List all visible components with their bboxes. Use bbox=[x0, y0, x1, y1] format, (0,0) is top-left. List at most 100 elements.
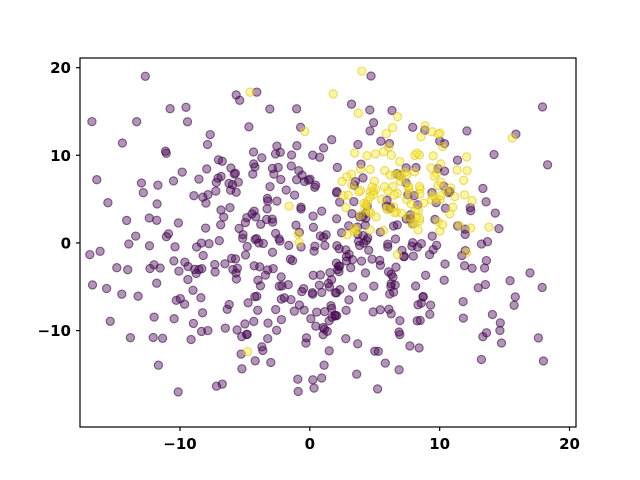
data-point bbox=[183, 274, 193, 285]
data-point bbox=[328, 89, 338, 99]
data-point bbox=[495, 325, 505, 336]
data-point bbox=[507, 133, 517, 143]
data-point bbox=[533, 333, 544, 343]
data-point bbox=[270, 149, 281, 159]
data-point bbox=[294, 237, 304, 248]
data-point bbox=[268, 263, 278, 274]
data-point bbox=[257, 342, 267, 352]
data-point bbox=[330, 288, 341, 298]
data-point bbox=[306, 314, 316, 324]
data-point bbox=[426, 163, 436, 173]
data-point bbox=[537, 102, 548, 112]
data-point bbox=[258, 238, 268, 249]
data-point bbox=[337, 176, 347, 187]
data-point bbox=[220, 323, 230, 333]
data-point bbox=[200, 223, 211, 233]
data-point bbox=[378, 225, 389, 236]
data-point bbox=[344, 249, 354, 259]
data-point bbox=[420, 121, 430, 131]
data-point bbox=[255, 262, 265, 272]
data-point bbox=[188, 285, 198, 295]
data-point bbox=[289, 190, 300, 200]
data-point bbox=[466, 223, 476, 233]
data-point bbox=[240, 217, 251, 228]
data-point bbox=[354, 240, 365, 251]
data-point bbox=[419, 198, 429, 208]
data-point bbox=[448, 202, 458, 212]
points-layer bbox=[85, 66, 553, 397]
data-point bbox=[407, 241, 417, 251]
data-point bbox=[196, 293, 206, 303]
data-point bbox=[201, 198, 211, 208]
data-point bbox=[366, 71, 376, 81]
data-point bbox=[318, 232, 329, 242]
data-point bbox=[203, 325, 213, 336]
data-point bbox=[160, 146, 171, 156]
data-point bbox=[461, 152, 472, 162]
data-point bbox=[429, 171, 439, 181]
data-point bbox=[494, 223, 504, 234]
data-point bbox=[384, 304, 394, 314]
data-point bbox=[265, 181, 275, 192]
data-point bbox=[253, 275, 263, 285]
data-point bbox=[177, 167, 187, 177]
data-point bbox=[388, 221, 399, 231]
data-point bbox=[364, 206, 374, 217]
data-point bbox=[428, 151, 438, 161]
data-point bbox=[318, 322, 328, 333]
data-point bbox=[152, 278, 162, 288]
data-point bbox=[354, 187, 364, 197]
data-point bbox=[353, 108, 363, 118]
y-tick-label: −10 bbox=[38, 322, 71, 340]
data-point bbox=[233, 177, 243, 187]
data-point bbox=[367, 182, 377, 192]
data-point bbox=[262, 204, 272, 214]
data-point bbox=[389, 190, 399, 200]
series-yellow-cluster bbox=[242, 66, 517, 357]
data-point bbox=[462, 126, 472, 136]
data-point bbox=[346, 169, 357, 179]
data-point bbox=[384, 142, 394, 152]
data-point bbox=[224, 299, 234, 310]
data-point bbox=[95, 246, 105, 256]
data-point bbox=[437, 220, 448, 230]
data-point bbox=[450, 191, 460, 202]
data-point bbox=[344, 221, 354, 231]
data-point bbox=[414, 343, 424, 353]
data-point bbox=[346, 263, 356, 273]
data-point bbox=[347, 180, 357, 190]
data-point bbox=[341, 202, 351, 213]
data-point bbox=[300, 126, 310, 137]
data-point bbox=[415, 315, 425, 326]
data-point bbox=[496, 338, 507, 348]
data-point bbox=[173, 218, 184, 228]
data-point bbox=[538, 356, 549, 366]
data-point bbox=[364, 245, 374, 255]
data-point bbox=[459, 261, 470, 271]
data-point bbox=[125, 333, 136, 343]
data-point bbox=[310, 182, 320, 192]
data-point bbox=[269, 169, 279, 179]
data-point bbox=[284, 201, 294, 211]
data-point bbox=[408, 122, 418, 132]
data-point bbox=[161, 232, 172, 242]
data-point bbox=[327, 303, 337, 314]
data-point bbox=[390, 280, 400, 290]
data-point bbox=[427, 231, 437, 241]
data-point bbox=[308, 211, 318, 221]
data-point bbox=[105, 316, 115, 326]
data-point bbox=[234, 223, 244, 234]
data-point bbox=[194, 174, 204, 184]
y-tick-label: 20 bbox=[50, 59, 71, 77]
data-point bbox=[266, 357, 276, 368]
data-point bbox=[287, 255, 298, 266]
data-point bbox=[376, 194, 387, 204]
data-point bbox=[153, 360, 164, 370]
data-point bbox=[379, 182, 390, 192]
data-point bbox=[478, 332, 488, 342]
data-point bbox=[392, 249, 403, 260]
data-point bbox=[308, 375, 318, 385]
data-point bbox=[433, 129, 443, 139]
data-point bbox=[387, 122, 398, 133]
data-point bbox=[271, 325, 282, 335]
